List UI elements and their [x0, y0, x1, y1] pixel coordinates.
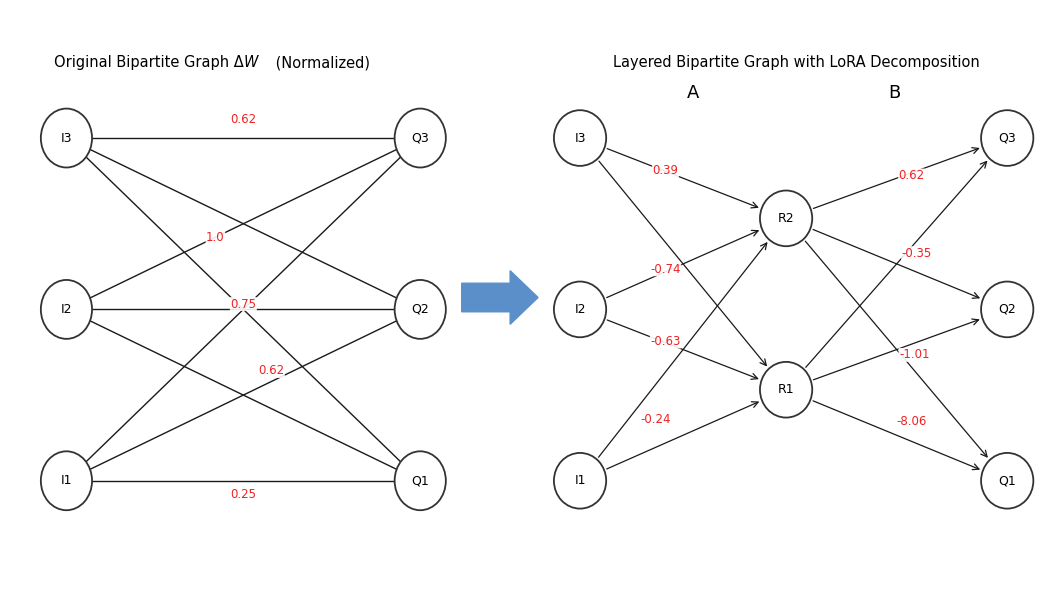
Text: Original Bipartite Graph Δ: Original Bipartite Graph Δ: [54, 55, 243, 70]
Text: I1: I1: [60, 474, 72, 487]
Circle shape: [395, 451, 445, 511]
Text: 0.39: 0.39: [653, 164, 678, 177]
Circle shape: [554, 281, 606, 337]
Text: -0.35: -0.35: [901, 247, 932, 259]
Text: Q1: Q1: [999, 474, 1016, 487]
Circle shape: [981, 110, 1034, 166]
Text: 0.62: 0.62: [898, 169, 925, 182]
Text: -0.74: -0.74: [651, 263, 680, 275]
Text: -8.06: -8.06: [896, 415, 927, 428]
Text: I3: I3: [60, 131, 72, 145]
Text: 0.25: 0.25: [231, 488, 256, 500]
Circle shape: [41, 108, 92, 168]
Text: I3: I3: [574, 131, 586, 145]
Text: A: A: [687, 83, 699, 102]
Text: -0.63: -0.63: [651, 335, 680, 348]
Text: Q2: Q2: [999, 303, 1016, 316]
Text: R2: R2: [778, 212, 795, 225]
Text: 0.62: 0.62: [231, 113, 256, 126]
Text: I1: I1: [574, 474, 586, 487]
Text: Q2: Q2: [412, 303, 430, 316]
Text: W: W: [243, 55, 258, 70]
Circle shape: [395, 280, 445, 339]
Text: Q3: Q3: [999, 131, 1016, 145]
Text: Layered Bipartite Graph with LoRA Decomposition: Layered Bipartite Graph with LoRA Decomp…: [613, 55, 980, 70]
Text: B: B: [888, 83, 900, 102]
Text: 0.75: 0.75: [231, 298, 256, 311]
Text: 1.0: 1.0: [206, 231, 224, 243]
Circle shape: [41, 451, 92, 511]
Text: I2: I2: [574, 303, 586, 316]
Text: I2: I2: [60, 303, 72, 316]
Text: (Normalized): (Normalized): [271, 55, 370, 70]
Circle shape: [981, 281, 1034, 337]
Text: Q1: Q1: [412, 474, 430, 487]
Circle shape: [760, 190, 813, 246]
FancyArrow shape: [461, 271, 539, 324]
Text: R1: R1: [778, 383, 795, 396]
Circle shape: [395, 108, 445, 168]
Text: -0.24: -0.24: [640, 413, 671, 425]
Text: -1.01: -1.01: [899, 349, 930, 361]
Circle shape: [981, 453, 1034, 509]
Text: Q3: Q3: [412, 131, 430, 145]
Circle shape: [760, 362, 813, 418]
Text: 0.62: 0.62: [258, 365, 285, 377]
Circle shape: [554, 453, 606, 509]
Circle shape: [41, 280, 92, 339]
Circle shape: [554, 110, 606, 166]
